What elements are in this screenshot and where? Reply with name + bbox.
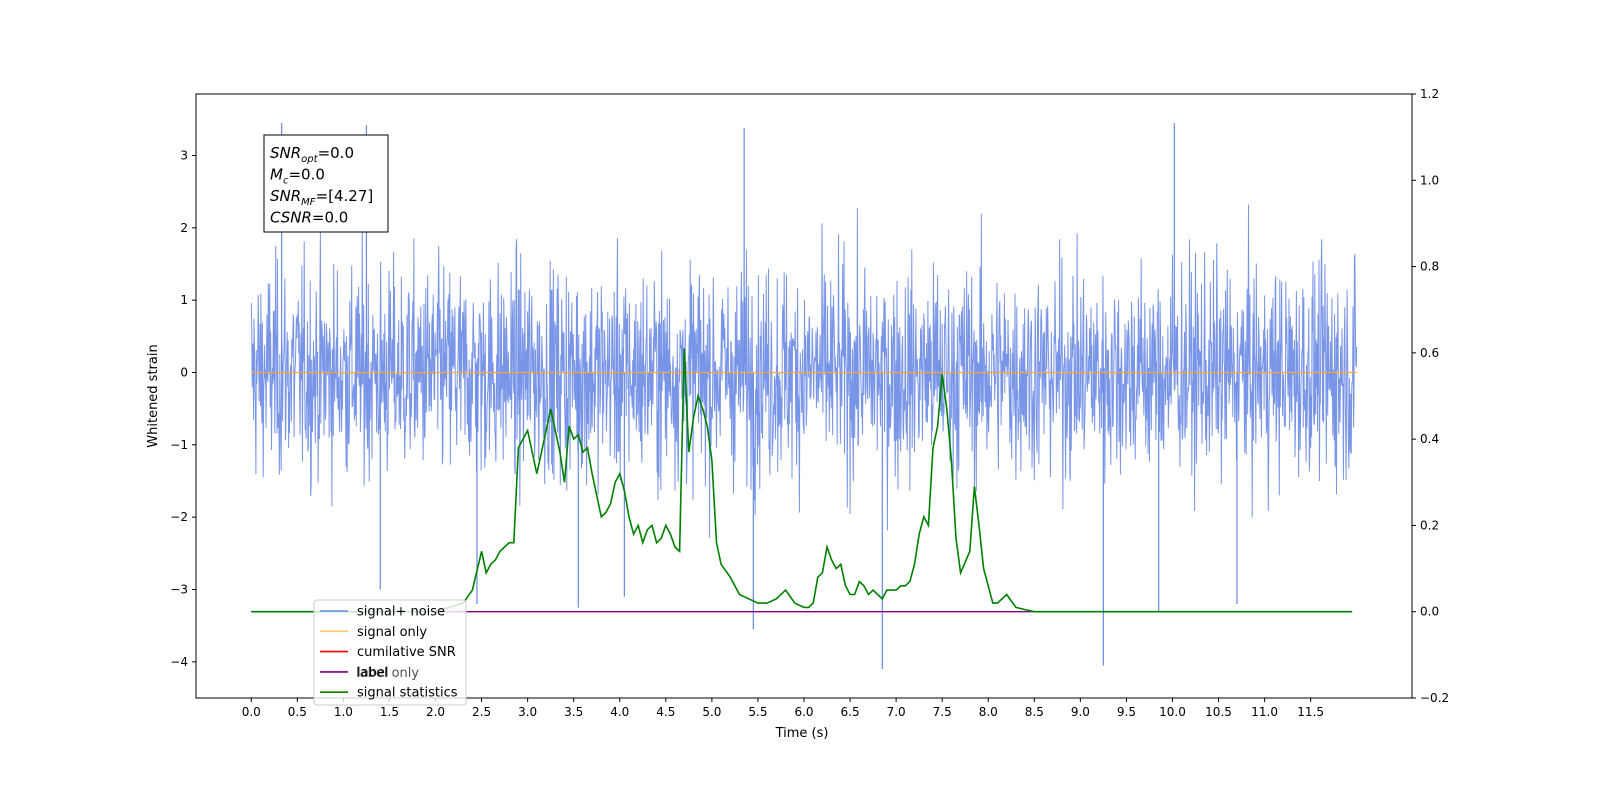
y2-tick-label: 0.6	[1420, 346, 1439, 360]
x-tick-label: 11.0	[1251, 705, 1278, 719]
signal-noise-line	[250, 204, 1358, 538]
y2-tick-label: 1.2	[1420, 87, 1439, 101]
y2-tick-label: 0.2	[1420, 518, 1439, 532]
y-tick-label: −1	[170, 438, 188, 452]
annotation-line: SNRMF=[4.27]	[270, 187, 373, 208]
x-tick-label: 9.0	[1071, 705, 1090, 719]
x-tick-label: 0.0	[242, 705, 261, 719]
series-signal-statistics	[251, 348, 1353, 613]
x-tick-label: 4.5	[656, 705, 675, 719]
x-tick-label: 8.0	[979, 705, 998, 719]
x-tick-label: 7.0	[887, 705, 906, 719]
x-tick-label: 4.0	[610, 705, 629, 719]
legend-ghost-text: label only	[356, 666, 419, 681]
signal-noise-series	[250, 122, 1358, 670]
annotation-frame	[263, 134, 389, 233]
x-axis-label: Time (s)	[775, 726, 829, 741]
y-axis-left: −4 −3 −2 −1 0 1 2 3	[170, 148, 196, 669]
x-tick-label: 5.5	[748, 705, 767, 719]
y-tick-label: −4	[170, 655, 188, 669]
y-tick-label: −3	[170, 582, 188, 596]
y-axis-label: Whitened strain	[146, 344, 161, 447]
legend-label: label	[357, 665, 388, 680]
x-tick-label: 6.0	[794, 705, 813, 719]
x-tick-label: 11.5	[1297, 705, 1324, 719]
y2-tick-label: 1.0	[1420, 173, 1439, 187]
annotation-line: SNRopt=0.0	[270, 144, 354, 165]
legend-frame	[313, 599, 467, 706]
x-tick-label: 10.5	[1205, 705, 1232, 719]
y2-tick-label: 0.0	[1420, 605, 1439, 619]
x-tick-label: 9.5	[1117, 705, 1136, 719]
y2-tick-label: 0.8	[1420, 260, 1439, 274]
y-tick-label: 2	[180, 221, 188, 235]
y2-tick-label: −0.2	[1420, 691, 1449, 705]
legend-label: signal statistics	[357, 686, 458, 701]
x-tick-label: 2.5	[472, 705, 491, 719]
x-tick-label: 7.5	[933, 705, 952, 719]
x-tick-label: 5.0	[702, 705, 721, 719]
y2-tick-label: 0.4	[1420, 432, 1439, 446]
x-tick-label: 1.0	[334, 705, 353, 719]
legend: label only signal+ noise signal only cumila…	[313, 599, 467, 706]
legend-label: signal+ noise	[357, 605, 445, 620]
annotation-line: CSNR=0.0	[270, 209, 348, 227]
annotation-line: Mc=0.0	[270, 166, 325, 187]
x-tick-label: 6.5	[841, 705, 860, 719]
x-tick-label: 2.0	[426, 705, 445, 719]
y-tick-label: −2	[170, 510, 188, 524]
x-tick-label: 10.0	[1159, 705, 1186, 719]
y-tick-label: 1	[180, 293, 188, 307]
x-tick-label: 0.5	[288, 705, 307, 719]
x-tick-label: 3.0	[518, 705, 537, 719]
legend-label: cumilative SNR	[357, 645, 456, 660]
legend-label: signal only	[357, 625, 427, 640]
y-tick-label: 3	[180, 148, 188, 162]
y-axis-right: −0.2 0.0 0.2 0.4 0.6 0.8 1.0 1.2	[1412, 87, 1449, 705]
y-tick-label: 0	[180, 365, 188, 379]
x-tick-label: 1.5	[380, 705, 399, 719]
x-tick-label: 8.5	[1025, 705, 1044, 719]
x-tick-label: 3.5	[564, 705, 583, 719]
